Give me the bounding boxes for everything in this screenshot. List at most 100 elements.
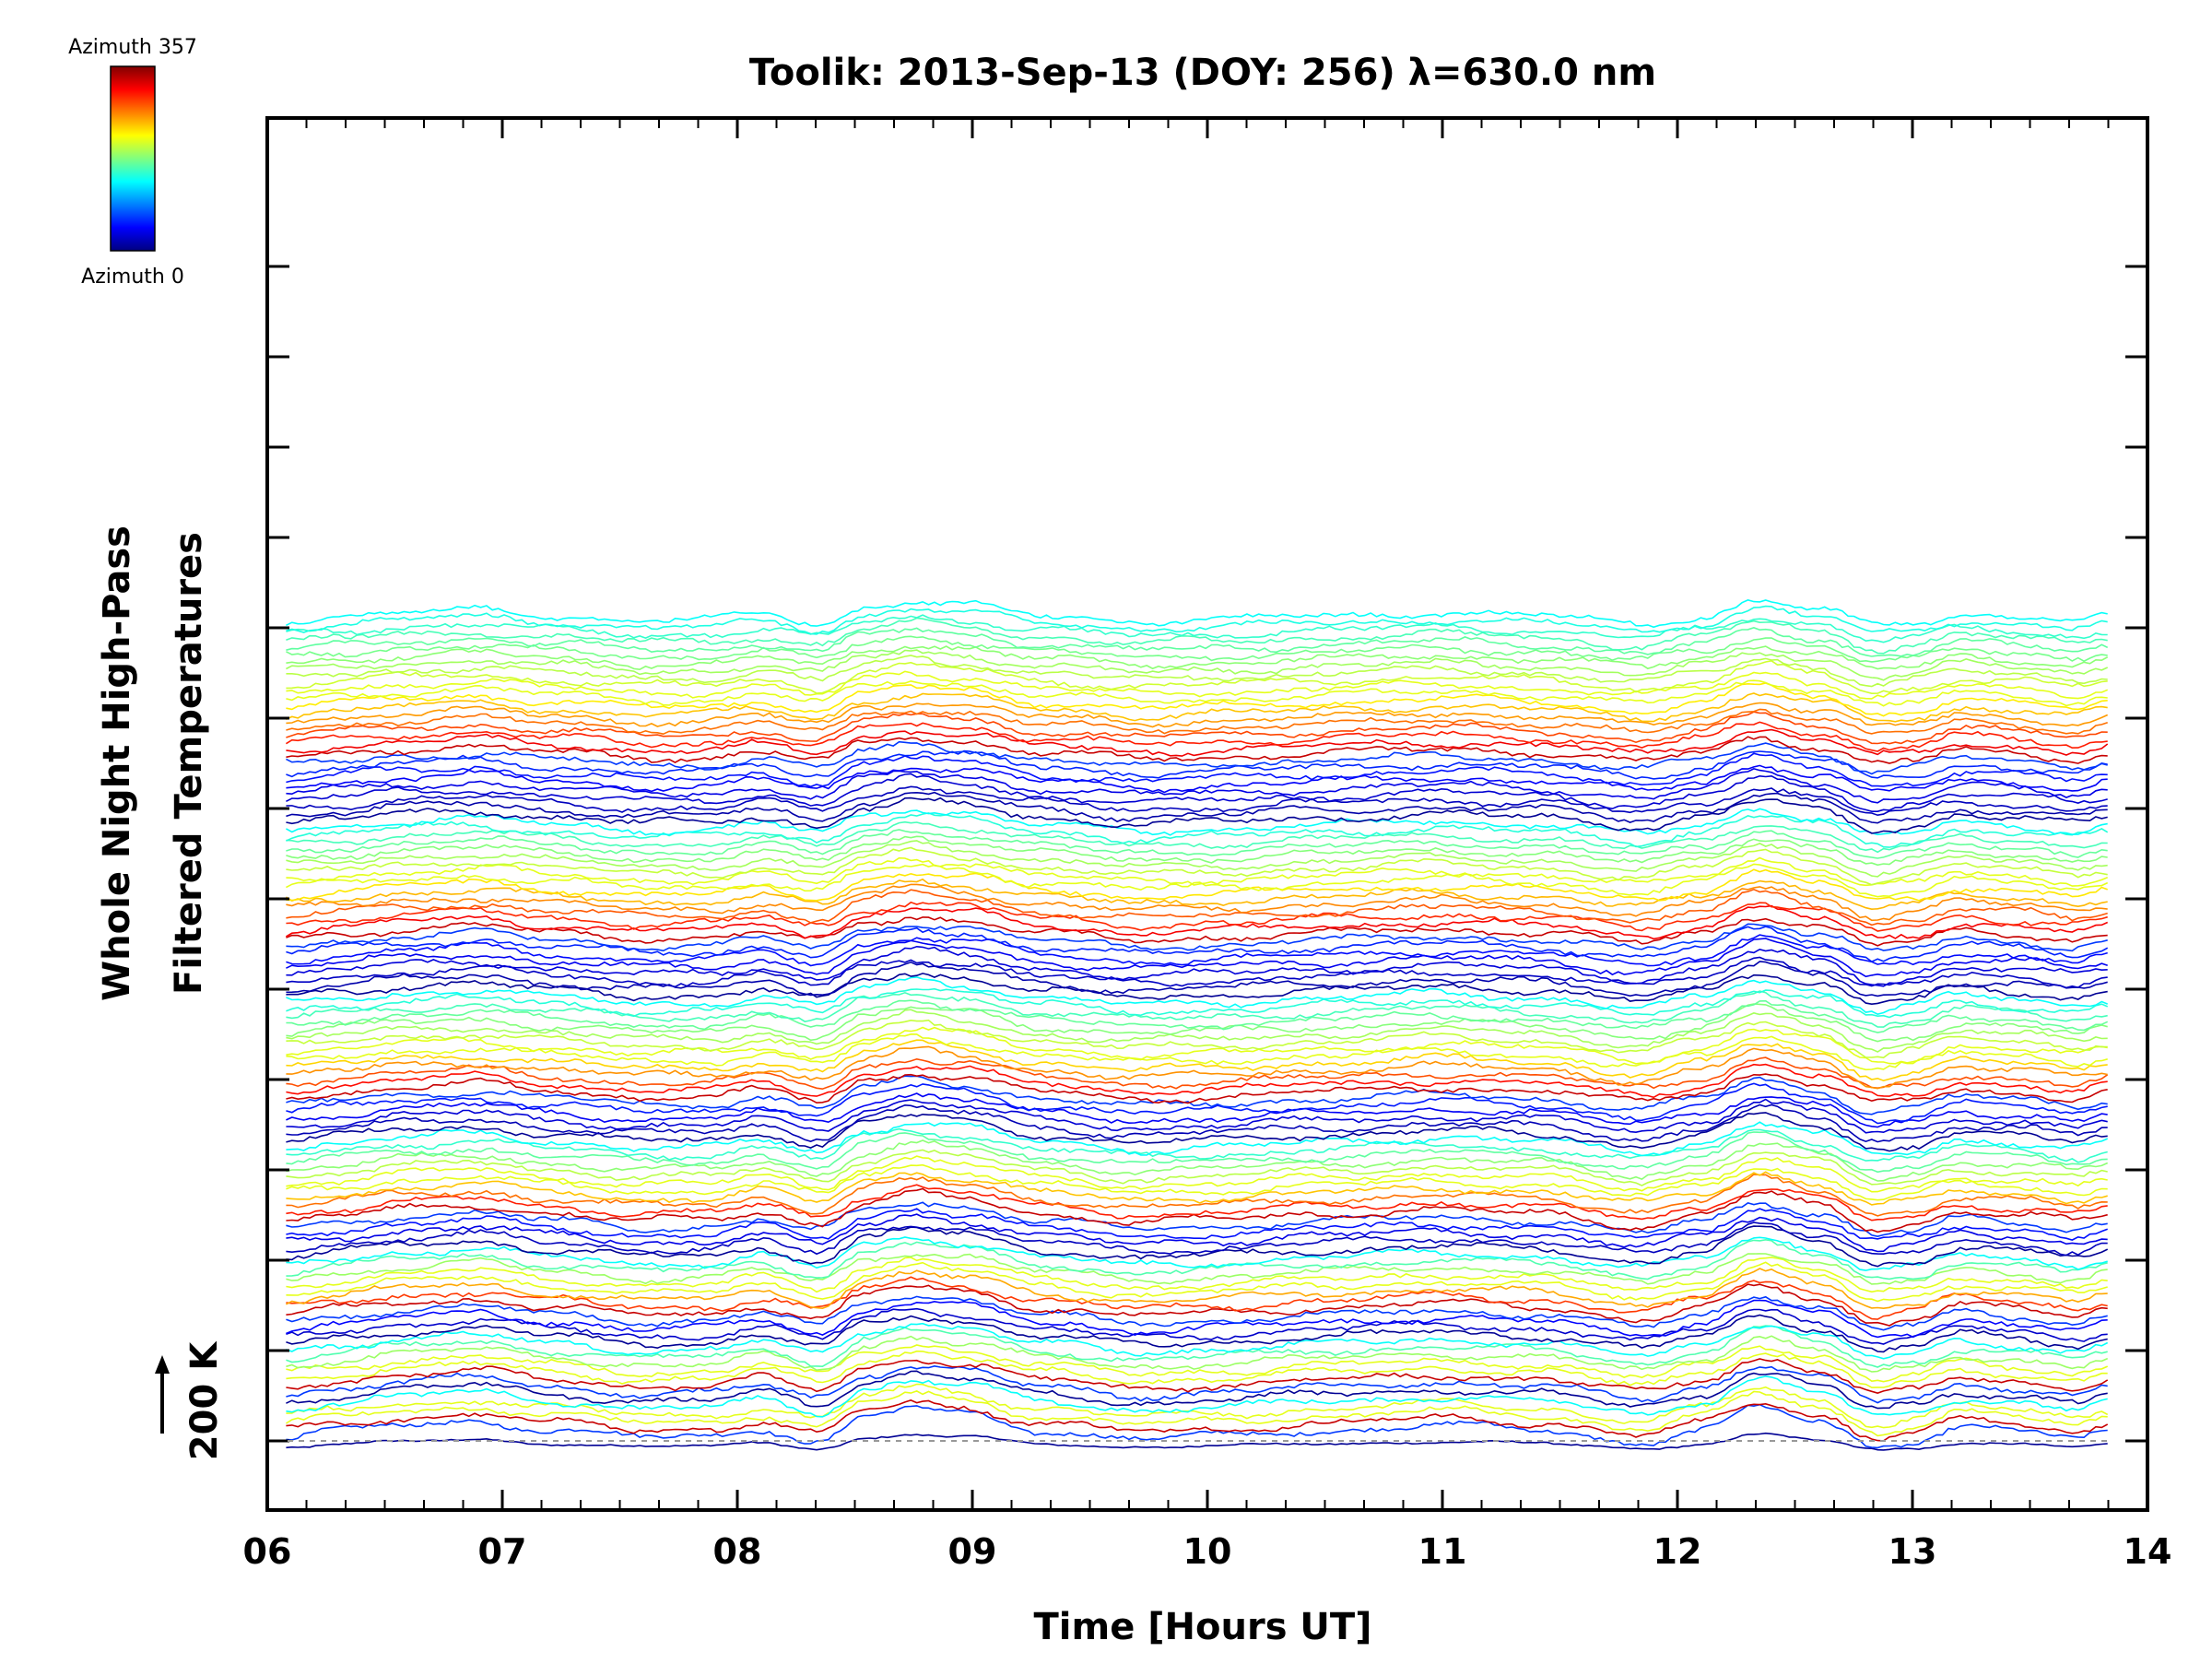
temperature-trace — [286, 752, 2108, 788]
temperature-trace — [286, 708, 2108, 736]
temperature-trace — [286, 987, 2109, 1019]
temperature-trace — [286, 605, 2108, 635]
temperature-trace — [286, 888, 2108, 926]
chart-title: Toolik: 2013-Sep-13 (DOY: 256) λ=630.0 n… — [749, 52, 1656, 94]
temperature-trace — [286, 1213, 2108, 1253]
temperature-trace — [286, 1344, 2109, 1383]
temperature-trace — [286, 1163, 2108, 1201]
temperature-trace — [286, 1432, 2108, 1451]
x-tick-label: 13 — [1888, 1531, 1937, 1572]
temperature-trace — [286, 938, 2108, 978]
temperature-trace — [286, 820, 2108, 854]
temperature-trace — [286, 945, 2108, 987]
x-axis-label: Time [Hours UT] — [1034, 1606, 1372, 1648]
x-axis-ticks: 06 07 08 09 10 11 12 13 14 — [243, 118, 2171, 1572]
temperature-trace — [286, 1253, 2108, 1285]
x-tick-label: 12 — [1653, 1531, 1702, 1572]
temperature-trace — [286, 1003, 2108, 1043]
temperature-trace — [285, 904, 2109, 940]
temperature-trace — [286, 635, 2108, 663]
temperature-trace — [286, 1026, 2108, 1065]
temperature-trace — [286, 990, 2108, 1028]
temperature-trace — [286, 791, 2108, 824]
temperature-trace — [285, 721, 2108, 752]
temperature-trace — [286, 740, 2108, 775]
temperature-trace — [286, 1039, 2108, 1082]
temperature-trace — [286, 773, 2108, 812]
temperature-trace — [285, 1390, 2108, 1437]
temperature-trace — [286, 749, 2108, 780]
scale-bar-arrow-head — [155, 1355, 170, 1374]
temperature-trace — [286, 1350, 2108, 1388]
temperature-trace — [286, 1033, 2108, 1071]
temperature-trace — [286, 999, 2109, 1033]
temperature-trace — [286, 711, 2108, 745]
temperature-trace — [286, 829, 2108, 859]
colorbar-bottom-label: Azimuth 0 — [81, 266, 184, 289]
temperature-traces — [285, 599, 2109, 1451]
temperature-trace — [286, 1236, 2108, 1271]
colorbar-gradient — [110, 65, 156, 252]
colorbar-top-label: Azimuth 357 — [68, 36, 197, 59]
scale-bar-label: 200 K — [183, 1340, 226, 1460]
temperature-trace — [286, 863, 2109, 898]
temperature-trace — [286, 736, 2108, 764]
y-axis-label-line1: Whole Night High-Pass — [96, 525, 138, 1001]
x-tick-label: 11 — [1418, 1531, 1467, 1572]
x-tick-label: 07 — [478, 1531, 527, 1572]
temperature-trace — [286, 1261, 2108, 1303]
temperature-trace — [286, 702, 2109, 728]
temperature-trace — [286, 1187, 2108, 1233]
x-tick-label: 08 — [713, 1531, 762, 1572]
temperature-trace — [286, 856, 2109, 887]
temperature-trace — [286, 659, 2108, 695]
y-axis-title: Whole Night High-Pass Filtered Temperatu… — [96, 525, 210, 1001]
temperature-trace — [286, 764, 2108, 794]
temperature-trace — [286, 1276, 2108, 1320]
temperature-trace — [286, 599, 2108, 629]
temperature-trace — [286, 1364, 2108, 1404]
temperature-trace — [286, 1063, 2108, 1099]
temperature-trace — [286, 976, 2109, 1015]
temperature-trace — [286, 728, 2109, 757]
temperature-trace — [286, 808, 2108, 836]
temperature-trace — [286, 1257, 2108, 1293]
temperature-trace — [286, 1082, 2108, 1125]
temperature-trace — [286, 655, 2108, 688]
temperature-trace — [286, 883, 2108, 922]
temperature-trace — [286, 682, 2108, 717]
temperature-trace — [286, 840, 2108, 878]
temperature-trace — [286, 645, 2109, 671]
temperature-trace — [286, 627, 2109, 657]
temperature-trace — [286, 797, 2108, 834]
temperature-trace — [286, 916, 2108, 947]
temperature-trace — [286, 679, 2108, 707]
temperature-trace — [286, 1268, 2108, 1310]
temperature-trace — [286, 1073, 2108, 1104]
scale-bar: 200 K — [155, 1340, 226, 1460]
temperature-trace — [286, 785, 2108, 817]
temperature-trace — [286, 1098, 2108, 1134]
temperature-trace — [286, 768, 2108, 804]
temperature-trace — [286, 1375, 2108, 1418]
temperature-trace — [286, 1103, 2108, 1143]
temperature-trace — [286, 1184, 2108, 1221]
temperature-trace — [285, 878, 2108, 911]
temperature-trace — [286, 1322, 2109, 1360]
temperature-trace — [286, 956, 2108, 989]
temperature-trace — [286, 1208, 2108, 1241]
temperature-trace — [286, 1403, 2108, 1449]
temperature-trace — [286, 1075, 2108, 1115]
temperature-trace — [286, 1092, 2108, 1128]
temperature-trace — [286, 868, 2108, 902]
x-tick-label: 09 — [948, 1531, 997, 1572]
temperature-trace — [286, 1009, 2108, 1053]
temperature-trace — [286, 1314, 2108, 1353]
temperature-trace — [286, 1370, 2108, 1410]
temperature-trace — [286, 1171, 2108, 1206]
temperature-trace — [286, 926, 2109, 963]
temperature-trace — [286, 670, 2109, 700]
temperature-trace — [286, 846, 2108, 886]
plot-frame — [265, 116, 2149, 1512]
